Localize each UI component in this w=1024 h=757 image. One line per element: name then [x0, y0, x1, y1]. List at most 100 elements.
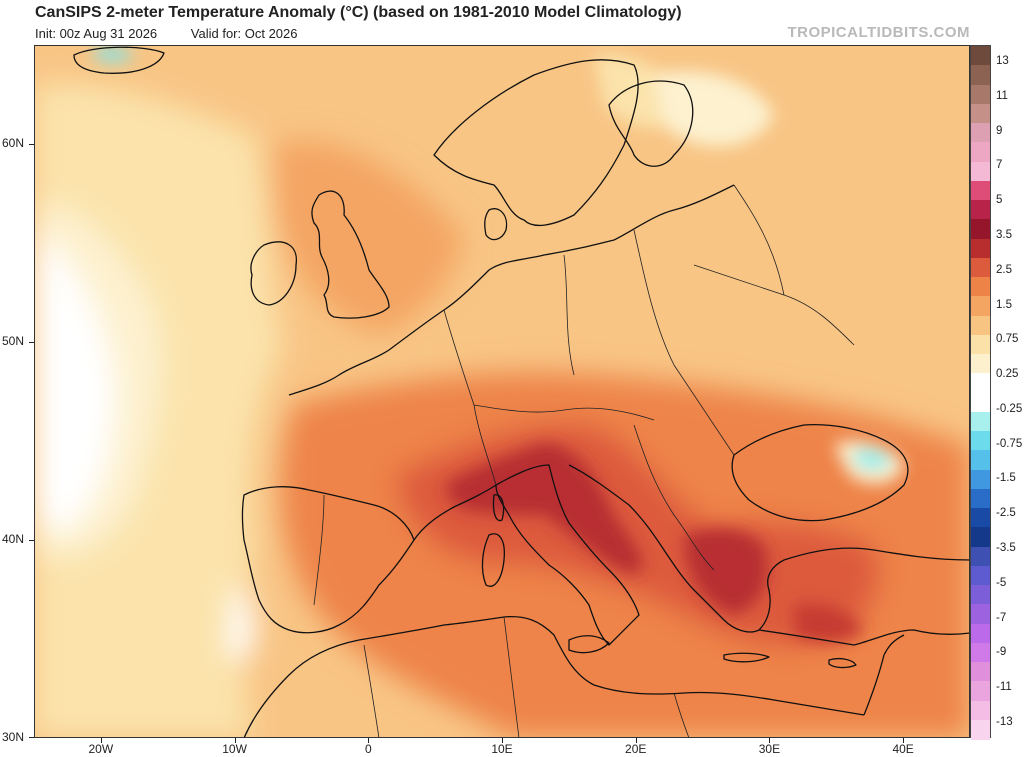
field-white-atlantic [34, 235, 115, 529]
colorbar-segment [971, 354, 990, 374]
lon-tick [234, 738, 236, 743]
border-alps [473, 404, 655, 421]
lon-tick [903, 738, 905, 743]
colorbar-segment [971, 373, 990, 393]
coast-crete [723, 652, 770, 663]
colorbar-segment [971, 719, 990, 740]
field-cyan-core [854, 448, 892, 471]
lon-label: 30E [758, 742, 781, 756]
coast-ireland [250, 241, 297, 306]
coast-black-sea [731, 424, 909, 522]
colorbar-segment [971, 257, 990, 278]
colorbar-segment [971, 546, 990, 567]
colorbar-segment [971, 431, 990, 451]
coast-turkey-south [758, 629, 970, 646]
colorbar-label: -11 [996, 681, 1012, 694]
colorbar-segment [971, 65, 990, 85]
colorbar-segment [971, 180, 990, 201]
field-orange-north [274, 140, 464, 335]
colorbar-label: -0.25 [996, 402, 1023, 415]
lon-label: 0 [364, 742, 372, 756]
colorbar-segment [971, 585, 990, 605]
colorbar-label: 3.5 [996, 228, 1012, 241]
colorbar-label: -2.5 [996, 507, 1016, 520]
valid-time: Valid for: Oct 2026 [190, 26, 298, 41]
field-pale-finland [654, 71, 774, 147]
coast-denmark [484, 208, 508, 241]
lat-tick [29, 342, 34, 343]
lon-tick [502, 738, 503, 743]
chart-title: CanSIPS 2-meter Temperature Anomaly (°C)… [35, 4, 682, 21]
lat-label: 50N [2, 334, 25, 348]
colorbar-label: 9 [996, 124, 1003, 137]
lon-tick [368, 738, 370, 743]
colorbar-segment [971, 604, 990, 624]
colorbar-segment [971, 200, 990, 220]
colorbar-segment [971, 219, 990, 239]
lat-label: 30N [2, 730, 25, 744]
colorbar-segment [971, 623, 990, 644]
colorbar-segment [971, 450, 990, 470]
colorbar-label: 13 [996, 55, 1009, 67]
colorbar-segment [971, 315, 990, 336]
colorbar [970, 45, 991, 740]
border-central-east [633, 229, 735, 456]
init-time: Init: 00z Aug 31 2026 [35, 26, 158, 41]
colorbar-segment [971, 681, 990, 701]
border-africa [363, 616, 690, 738]
colorbar-label: -13 [996, 716, 1013, 728]
field-darkred-greece [684, 528, 768, 615]
coast-north-africa [243, 615, 865, 738]
colorbar-segment [971, 469, 990, 490]
lat-label: 60N [2, 136, 25, 150]
coast-great-britain [311, 190, 390, 319]
colorbar-label: 0.25 [996, 368, 1019, 381]
lat-tick [29, 540, 34, 541]
colorbar-segment [971, 334, 990, 355]
coast-continent-north [288, 184, 735, 396]
coast-sardinia [481, 533, 505, 587]
colorbar-segment [971, 142, 990, 162]
colorbar-segment [971, 277, 990, 297]
lat-label: 40N [2, 532, 25, 546]
coast-italy [495, 464, 640, 646]
lon-label: 20W [88, 742, 114, 756]
coast-sicily [568, 635, 610, 654]
colorbar-segment [971, 700, 990, 721]
colorbar-label: 1.5 [996, 298, 1012, 311]
colorbar-label: -3.5 [996, 542, 1016, 555]
colorbar-segment [971, 238, 990, 259]
colorbar-segment [971, 296, 990, 316]
watermark: TROPICALTIDBITS.COM [787, 24, 970, 41]
border-balkans [633, 424, 715, 571]
colorbar-label: -7 [996, 611, 1007, 624]
colorbar-segment [971, 565, 990, 586]
lon-label: 10W [222, 742, 247, 756]
colorbar-segment [971, 161, 990, 182]
coast-iberia [241, 486, 415, 634]
coast-finland [608, 80, 694, 167]
colorbar-segment [971, 662, 990, 682]
border-russia [733, 184, 785, 296]
border-iberia [313, 494, 325, 606]
coast-iceland [73, 46, 165, 74]
chart-subtitle: Init: 00z Aug 31 2026 Valid for: Oct 202… [35, 26, 298, 41]
colorbar-segment [971, 103, 990, 124]
lon-tick [635, 738, 637, 743]
coast-corsica [492, 494, 505, 522]
field-white-iberia [229, 585, 256, 662]
lon-label: 10E [491, 742, 513, 756]
lon-label: 40E [892, 742, 914, 756]
colorbar-segment [971, 392, 990, 413]
anomaly-map [34, 45, 970, 738]
colorbar-segment [971, 488, 990, 509]
colorbar-label: 2.5 [996, 263, 1012, 276]
lon-tick [100, 738, 102, 743]
map-frame [34, 45, 970, 738]
coast-france-med [413, 484, 497, 541]
colorbar-label: 7 [996, 159, 1003, 172]
coast-turkey [783, 547, 970, 561]
border-germany-poland [563, 254, 575, 376]
colorbar-segment [971, 411, 990, 432]
colorbar-segment [971, 642, 990, 663]
